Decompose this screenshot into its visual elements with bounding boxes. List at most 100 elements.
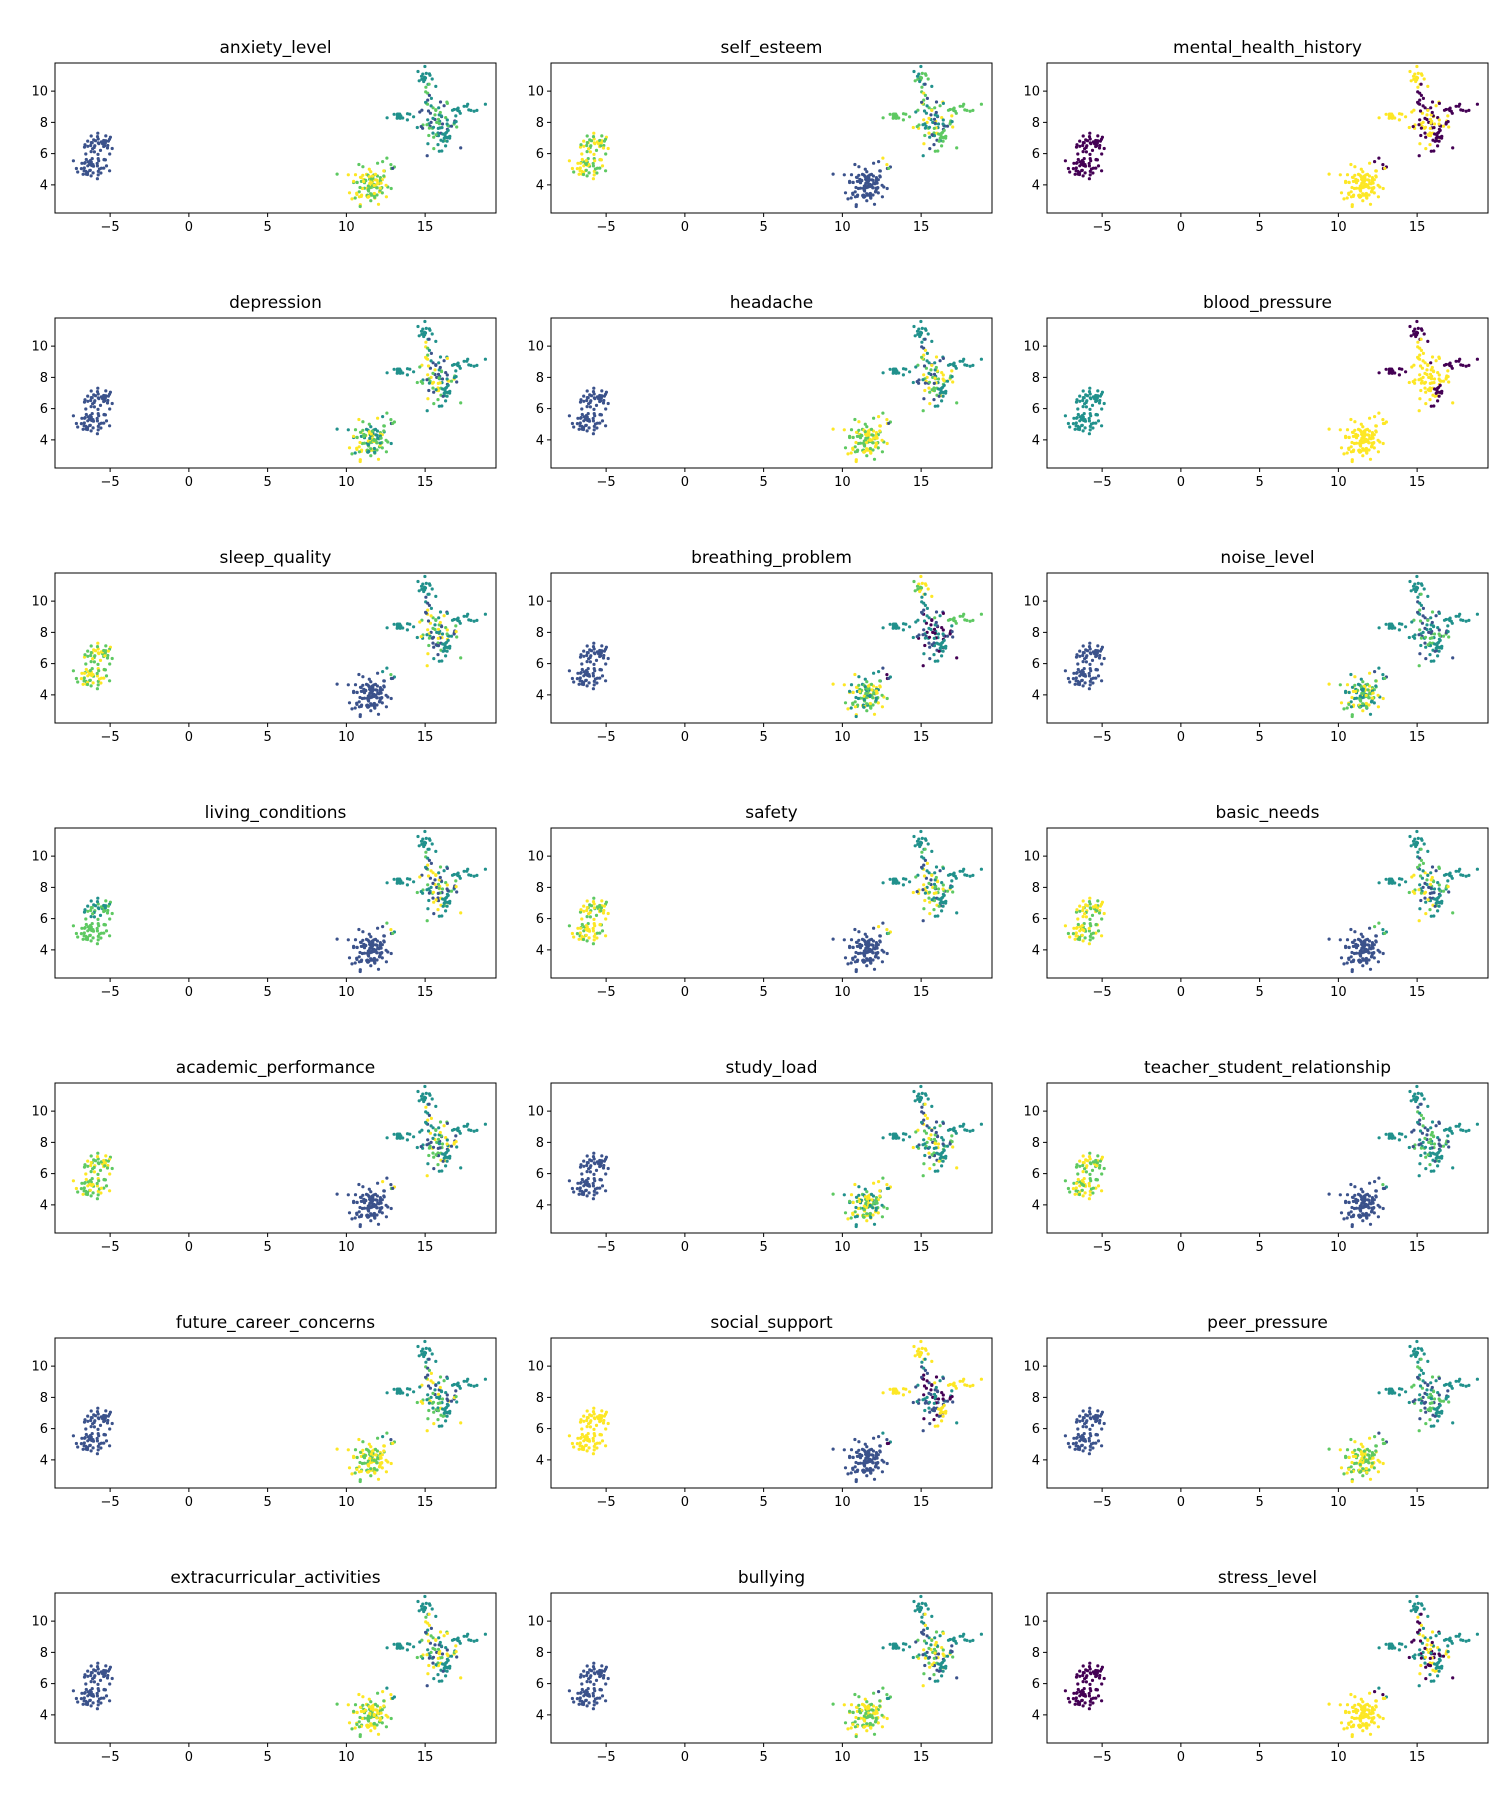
scatter-point xyxy=(445,1121,449,1125)
scatter-point xyxy=(963,618,967,622)
scatter-point xyxy=(606,401,610,406)
scatter-point xyxy=(872,436,876,440)
scatter-point xyxy=(102,931,106,935)
scatter-point xyxy=(961,614,965,618)
scatter-point xyxy=(927,896,931,900)
scatter-point xyxy=(570,166,575,171)
scatter-point xyxy=(398,371,402,375)
scatter-point xyxy=(1073,172,1077,176)
scatter-point xyxy=(86,909,90,913)
x-tick-label: −5 xyxy=(101,730,120,745)
scatter-point xyxy=(1420,621,1424,625)
scatter-point xyxy=(933,871,937,875)
scatter-point xyxy=(426,118,430,122)
scatter-point xyxy=(881,156,885,160)
scatter-point xyxy=(592,396,596,400)
scatter-point xyxy=(950,375,954,379)
scatter-point xyxy=(592,1172,596,1176)
scatter-point xyxy=(871,958,875,962)
scatter-point xyxy=(373,682,378,687)
scatter-point xyxy=(602,649,607,653)
scatter-point xyxy=(82,910,87,914)
scatter-point xyxy=(602,394,607,398)
scatter-point xyxy=(871,696,875,700)
scatter-point xyxy=(1361,425,1365,429)
scatter-point xyxy=(1416,355,1420,359)
x-tick-label: 0 xyxy=(185,985,193,1000)
scatter-point xyxy=(580,1177,584,1182)
scatter-point xyxy=(1419,643,1423,648)
scatter-point xyxy=(598,922,602,927)
y-tick-label: 4 xyxy=(40,688,48,703)
axes-frame xyxy=(550,62,993,214)
scatter-point xyxy=(865,1219,869,1223)
scatter-point xyxy=(96,938,100,942)
scatter-point xyxy=(580,157,584,162)
scatter-point xyxy=(436,117,441,121)
scatter-point xyxy=(945,124,950,128)
scatter-point xyxy=(857,420,861,424)
scatter-point xyxy=(888,367,892,371)
scatter-point xyxy=(1448,618,1452,623)
scatter-point xyxy=(1084,150,1088,154)
scatter-point xyxy=(1358,443,1362,447)
scatter-point xyxy=(586,157,590,161)
scatter-point xyxy=(842,683,846,687)
scatter-point xyxy=(375,1213,379,1217)
scatter-point xyxy=(467,1128,471,1132)
scatter-point xyxy=(384,183,388,187)
scatter-point xyxy=(1347,957,1351,962)
scatter-point xyxy=(881,666,885,670)
scatter-point xyxy=(1091,140,1095,144)
scatter-point xyxy=(96,1161,100,1165)
panel-title: depression xyxy=(229,293,322,313)
scatter-point xyxy=(437,1133,441,1137)
scatter-point xyxy=(1361,957,1365,961)
scatter-point xyxy=(369,964,373,968)
scatter-point xyxy=(1071,932,1075,936)
scatter-point xyxy=(369,709,373,713)
x-tick-label: −5 xyxy=(597,475,616,490)
scatter-point xyxy=(1432,659,1436,663)
scatter-point xyxy=(585,143,589,148)
scatter-point xyxy=(1419,388,1423,393)
scatter-point xyxy=(864,181,868,185)
scatter-point xyxy=(1414,589,1418,594)
scatter-point xyxy=(89,174,93,178)
scatter-point xyxy=(431,386,435,390)
scatter-point xyxy=(1423,881,1427,886)
scatter-point xyxy=(367,1187,371,1191)
scatter-point xyxy=(1419,592,1423,596)
scatter-point xyxy=(932,117,937,121)
scatter-point xyxy=(932,899,937,903)
scatter-points xyxy=(71,319,487,464)
scatter-point xyxy=(1368,967,1373,971)
scatter-point xyxy=(872,161,876,165)
scatter-point xyxy=(865,935,869,939)
scatter-point xyxy=(370,429,374,433)
scatter-point xyxy=(441,642,445,646)
scatter-point xyxy=(869,960,873,965)
scatter-point xyxy=(428,621,432,625)
scatter-point xyxy=(880,705,885,709)
scatter-point xyxy=(83,1163,87,1167)
y-tick-label: 4 xyxy=(536,178,544,193)
scatter-point xyxy=(567,669,572,673)
scatter-point xyxy=(392,1132,396,1136)
scatter-point xyxy=(380,1211,384,1215)
scatter-point xyxy=(1383,676,1387,681)
scatter-point xyxy=(897,116,901,120)
scatter-point xyxy=(350,1217,354,1221)
y-tick-label: 8 xyxy=(40,881,48,896)
scatter-point xyxy=(865,1197,869,1201)
scatter-point xyxy=(95,432,99,436)
scatter-point xyxy=(916,587,920,591)
x-tick-label: 0 xyxy=(185,475,193,490)
scatter-point xyxy=(382,684,386,688)
scatter-point xyxy=(379,946,383,950)
scatter-point xyxy=(99,1186,103,1190)
scatter-point xyxy=(374,433,378,437)
scatter-point xyxy=(1364,701,1368,706)
scatter-point xyxy=(376,691,380,695)
scatter-point xyxy=(1450,366,1454,370)
